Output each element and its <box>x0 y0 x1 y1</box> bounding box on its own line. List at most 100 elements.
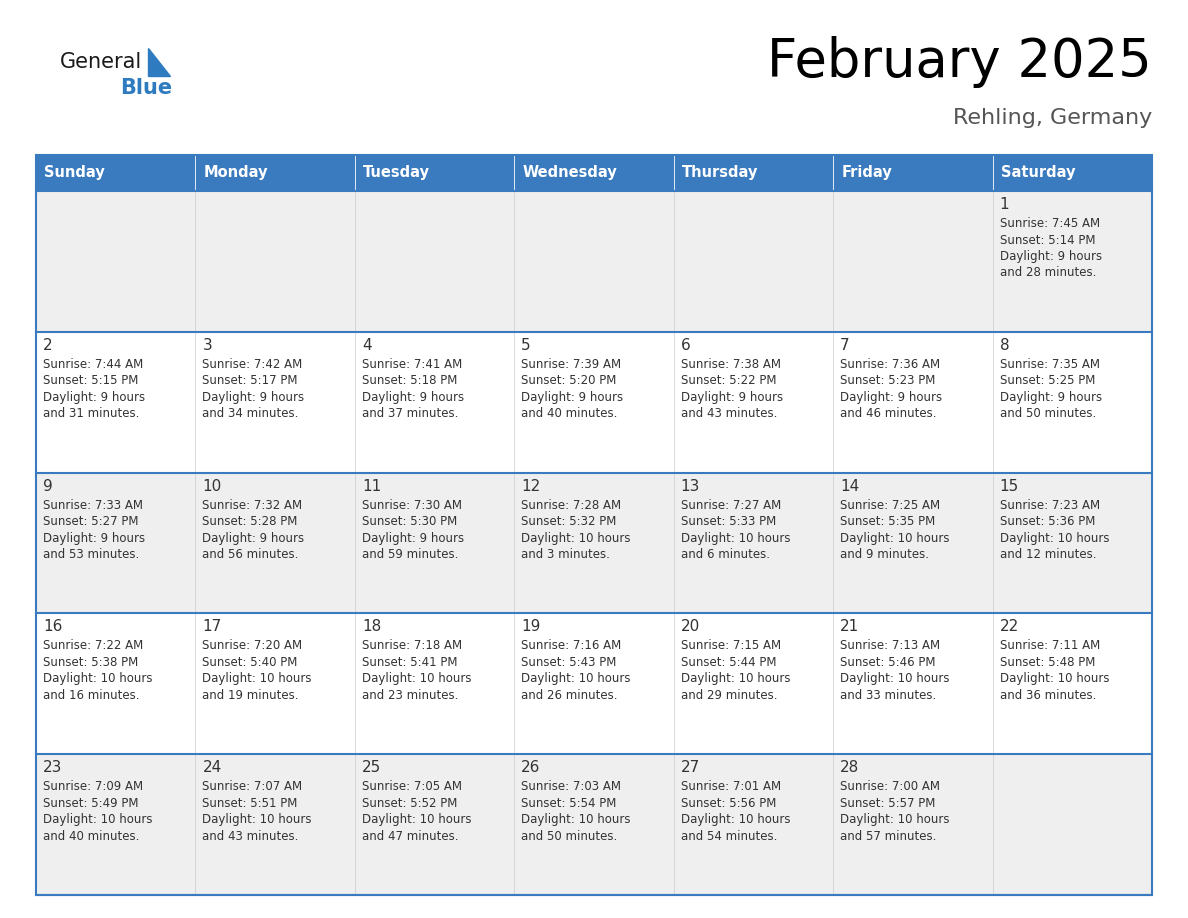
Text: Sunrise: 7:07 AM: Sunrise: 7:07 AM <box>202 780 303 793</box>
Text: Saturday: Saturday <box>1000 165 1075 181</box>
Text: Daylight: 9 hours: Daylight: 9 hours <box>362 532 465 544</box>
Text: Sunrise: 7:11 AM: Sunrise: 7:11 AM <box>999 640 1100 653</box>
Text: Sunset: 5:46 PM: Sunset: 5:46 PM <box>840 655 936 669</box>
Text: and 16 minutes.: and 16 minutes. <box>43 688 139 702</box>
Text: Daylight: 10 hours: Daylight: 10 hours <box>840 813 949 826</box>
Bar <box>36 155 1152 895</box>
Text: Sunset: 5:51 PM: Sunset: 5:51 PM <box>202 797 298 810</box>
Text: Sunset: 5:56 PM: Sunset: 5:56 PM <box>681 797 776 810</box>
Text: Sunrise: 7:36 AM: Sunrise: 7:36 AM <box>840 358 940 371</box>
Text: Sunrise: 7:45 AM: Sunrise: 7:45 AM <box>999 217 1100 230</box>
Bar <box>196 191 355 331</box>
Bar <box>514 331 674 473</box>
Text: Daylight: 10 hours: Daylight: 10 hours <box>999 532 1110 544</box>
Bar <box>992 473 1152 613</box>
Bar <box>674 155 833 191</box>
Bar <box>196 155 355 191</box>
Bar <box>196 473 355 613</box>
Text: 27: 27 <box>681 760 700 775</box>
Text: Sunrise: 7:05 AM: Sunrise: 7:05 AM <box>362 780 462 793</box>
Text: and 33 minutes.: and 33 minutes. <box>840 688 936 702</box>
Text: Daylight: 10 hours: Daylight: 10 hours <box>43 813 152 826</box>
Text: and 43 minutes.: and 43 minutes. <box>681 408 777 420</box>
Bar <box>833 755 992 895</box>
Text: 15: 15 <box>999 478 1019 494</box>
Text: Daylight: 9 hours: Daylight: 9 hours <box>999 250 1101 263</box>
Text: Sunset: 5:40 PM: Sunset: 5:40 PM <box>202 655 298 669</box>
Text: Sunrise: 7:03 AM: Sunrise: 7:03 AM <box>522 780 621 793</box>
Text: Sunset: 5:43 PM: Sunset: 5:43 PM <box>522 655 617 669</box>
Text: Sunset: 5:32 PM: Sunset: 5:32 PM <box>522 515 617 528</box>
Text: Sunset: 5:23 PM: Sunset: 5:23 PM <box>840 375 935 387</box>
Text: Sunset: 5:57 PM: Sunset: 5:57 PM <box>840 797 935 810</box>
Text: 7: 7 <box>840 338 849 353</box>
Text: Sunset: 5:44 PM: Sunset: 5:44 PM <box>681 655 776 669</box>
Bar <box>355 331 514 473</box>
Text: 12: 12 <box>522 478 541 494</box>
Text: Sunrise: 7:23 AM: Sunrise: 7:23 AM <box>999 498 1100 511</box>
Text: Daylight: 10 hours: Daylight: 10 hours <box>840 672 949 686</box>
Text: Daylight: 10 hours: Daylight: 10 hours <box>522 532 631 544</box>
Text: Daylight: 10 hours: Daylight: 10 hours <box>681 532 790 544</box>
Text: 10: 10 <box>202 478 222 494</box>
Text: 20: 20 <box>681 620 700 634</box>
Bar <box>833 331 992 473</box>
Text: Daylight: 10 hours: Daylight: 10 hours <box>202 672 312 686</box>
Text: Daylight: 10 hours: Daylight: 10 hours <box>999 672 1110 686</box>
Text: Sunset: 5:17 PM: Sunset: 5:17 PM <box>202 375 298 387</box>
Text: 18: 18 <box>362 620 381 634</box>
Bar <box>514 191 674 331</box>
Text: and 37 minutes.: and 37 minutes. <box>362 408 459 420</box>
Text: Sunrise: 7:15 AM: Sunrise: 7:15 AM <box>681 640 781 653</box>
Text: 9: 9 <box>43 478 52 494</box>
Text: Sunset: 5:41 PM: Sunset: 5:41 PM <box>362 655 457 669</box>
Text: Sunrise: 7:13 AM: Sunrise: 7:13 AM <box>840 640 940 653</box>
Text: 22: 22 <box>999 620 1019 634</box>
Bar <box>355 613 514 755</box>
Text: 11: 11 <box>362 478 381 494</box>
Text: 14: 14 <box>840 478 859 494</box>
Text: Sunset: 5:22 PM: Sunset: 5:22 PM <box>681 375 776 387</box>
Bar <box>992 331 1152 473</box>
Text: Daylight: 10 hours: Daylight: 10 hours <box>43 672 152 686</box>
Bar <box>992 755 1152 895</box>
Text: Sunrise: 7:00 AM: Sunrise: 7:00 AM <box>840 780 940 793</box>
Text: and 34 minutes.: and 34 minutes. <box>202 408 299 420</box>
Text: and 36 minutes.: and 36 minutes. <box>999 688 1097 702</box>
Text: 28: 28 <box>840 760 859 775</box>
Bar <box>833 155 992 191</box>
Bar <box>514 613 674 755</box>
Bar <box>833 473 992 613</box>
Text: Sunrise: 7:42 AM: Sunrise: 7:42 AM <box>202 358 303 371</box>
Text: 6: 6 <box>681 338 690 353</box>
Text: Daylight: 10 hours: Daylight: 10 hours <box>522 672 631 686</box>
Text: Thursday: Thursday <box>682 165 758 181</box>
Text: and 40 minutes.: and 40 minutes. <box>43 830 139 843</box>
Text: Daylight: 9 hours: Daylight: 9 hours <box>43 532 145 544</box>
Text: Tuesday: Tuesday <box>362 165 430 181</box>
Bar <box>196 613 355 755</box>
Bar <box>36 331 196 473</box>
Text: Sunset: 5:38 PM: Sunset: 5:38 PM <box>43 655 138 669</box>
Text: Sunrise: 7:32 AM: Sunrise: 7:32 AM <box>202 498 303 511</box>
Text: Blue: Blue <box>120 78 172 98</box>
Text: 1: 1 <box>999 197 1009 212</box>
Text: and 56 minutes.: and 56 minutes. <box>202 548 299 561</box>
Text: Sunset: 5:20 PM: Sunset: 5:20 PM <box>522 375 617 387</box>
Text: 25: 25 <box>362 760 381 775</box>
Text: and 59 minutes.: and 59 minutes. <box>362 548 459 561</box>
Bar <box>514 755 674 895</box>
Text: Rehling, Germany: Rehling, Germany <box>953 108 1152 128</box>
Polygon shape <box>148 48 170 76</box>
Text: Daylight: 9 hours: Daylight: 9 hours <box>522 391 624 404</box>
Text: Sunrise: 7:25 AM: Sunrise: 7:25 AM <box>840 498 940 511</box>
Bar <box>355 755 514 895</box>
Text: 17: 17 <box>202 620 222 634</box>
Text: and 47 minutes.: and 47 minutes. <box>362 830 459 843</box>
Bar <box>674 191 833 331</box>
Text: Daylight: 10 hours: Daylight: 10 hours <box>362 672 472 686</box>
Text: Daylight: 9 hours: Daylight: 9 hours <box>202 532 304 544</box>
Bar <box>833 613 992 755</box>
Text: Sunset: 5:14 PM: Sunset: 5:14 PM <box>999 233 1095 247</box>
Text: Sunset: 5:35 PM: Sunset: 5:35 PM <box>840 515 935 528</box>
